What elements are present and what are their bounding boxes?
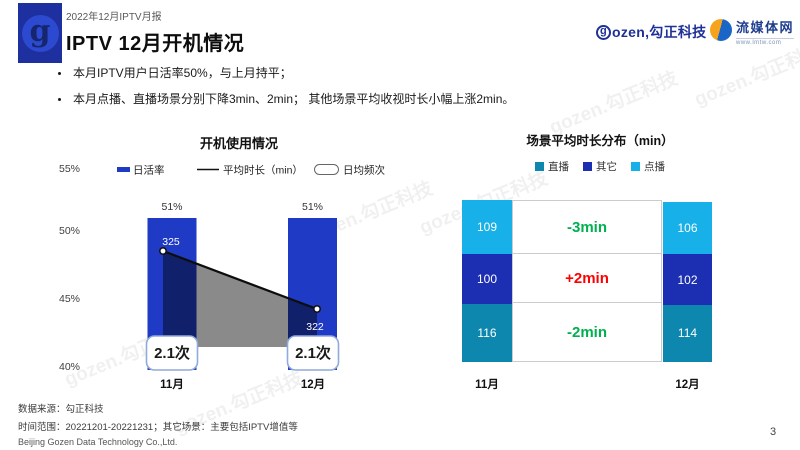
bar-value-label-dec: 51% — [302, 201, 323, 213]
line-area-fill — [163, 251, 317, 347]
stack-segment-直播: 116 — [462, 304, 512, 362]
bullet-list: 本月IPTV用户日活率50%，与上月持平； 本月点播、直播场景分别下降3min、… — [58, 66, 738, 118]
line-point-nov — [159, 247, 168, 256]
category-label-dec: 12月 — [675, 379, 700, 391]
lmtw-circle-icon — [710, 19, 732, 41]
line-value-label-dec: 322 — [306, 321, 324, 333]
bullet-item: 本月IPTV用户日活率50%，与上月持平； — [58, 66, 738, 81]
delta-band-other: +2min — [512, 253, 662, 303]
category-label-nov: 11月 — [475, 379, 499, 391]
chart-title: 开机使用情况 — [200, 136, 278, 151]
legend-label-daily-active: 日活率 — [133, 164, 165, 177]
frequency-box-dec — [286, 335, 340, 371]
gozen-logo-square: g — [18, 3, 62, 63]
y-tick-55: 55% — [59, 163, 80, 175]
footer-source: 数据来源：勾正科技 — [18, 404, 104, 415]
legend-box-swatch-icon — [314, 164, 339, 175]
legend-swatch-daily-active — [117, 167, 130, 172]
gozen-g-circle-icon: g — [596, 24, 611, 40]
y-tick-40: 40% — [59, 361, 80, 373]
report-label: 2022年12月IPTV月报 — [66, 12, 162, 23]
delta-band-vod: -3min — [512, 200, 662, 254]
lmtw-brand-url: www.lmtw.com — [736, 38, 795, 46]
stack-segment-点播: 109 — [462, 200, 512, 255]
frequency-box-nov — [145, 335, 199, 371]
delta-band-live: -2min — [512, 302, 662, 362]
legend-label-daily-frequency: 日均频次 — [343, 164, 385, 177]
stack-segment-其它: 100 — [462, 254, 512, 305]
footer-range: 时间范围：20221201-20221231；其它场景：主要包括IPTV增值等 — [18, 422, 298, 433]
legend-item-vod: 点播 — [631, 159, 665, 174]
chart-legend: 直播 其它 点播 — [420, 159, 780, 174]
bullet-dot-icon — [58, 98, 61, 101]
footer: 数据来源：勾正科技 时间范围：20221201-20221231；其它场景：主要… — [18, 401, 298, 447]
frequency-value-dec: 2.1次 — [295, 344, 331, 362]
stack-segment-其它: 102 — [663, 254, 712, 306]
legend-item-live: 直播 — [535, 159, 569, 174]
bullet-dot-icon — [58, 72, 61, 75]
page-title: IPTV 12月开机情况 — [66, 33, 245, 55]
bar-value-label-nov: 51% — [161, 201, 182, 213]
legend-swatch-vod — [631, 162, 640, 171]
stacked-bar-dec: 106 102 114 — [663, 201, 712, 362]
frequency-value-nov: 2.1次 — [154, 344, 190, 362]
chart-title: 场景平均时长分布（min） — [526, 134, 674, 148]
category-label-nov: 11月 — [160, 378, 184, 391]
legend-label-live: 直播 — [548, 161, 569, 173]
legend-label-avg-duration: 平均时长（min） — [223, 165, 303, 177]
stacked-plot-area: -3min +2min -2min 109 100 116 106 102 114 11… — [420, 196, 780, 400]
lmtw-brand-name: 流媒体网 — [736, 20, 795, 35]
gozen-brand-logo: g ozen,勾正科技 — [596, 22, 706, 42]
bullet-item: 本月点播、直播场景分别下降3min、2min； 其他场景平均收视时长小幅上涨2m… — [58, 92, 738, 107]
line-point-dec — [312, 304, 321, 313]
legend-label-other: 其它 — [596, 161, 617, 173]
bullet-text: 本月点播、直播场景分别下降3min、2min； 其他场景平均收视时长小幅上涨2m… — [73, 92, 515, 106]
gozen-brand-text: ozen,勾正科技 — [612, 24, 707, 40]
stack-segment-点播: 106 — [663, 201, 712, 255]
legend-label-vod: 点播 — [644, 161, 665, 173]
scene-duration-chart: 场景平均时长分布（min） 直播 其它 点播 -3min +2min -2min… — [420, 130, 780, 400]
stack-segment-直播: 114 — [663, 305, 712, 362]
legend-swatch-other — [583, 162, 592, 171]
page-number: 3 — [770, 426, 777, 438]
line-value-label-nov: 325 — [162, 236, 180, 248]
usage-chart: 开机使用情况 日活率 平均时长（min） 日均频次 55% 50% 45% 40… — [59, 136, 386, 391]
footer-company: Beijing Gozen Data Technology Co.,Ltd. — [18, 437, 178, 447]
bullet-text: 本月IPTV用户日活率50%，与上月持平； — [73, 66, 292, 80]
lmtw-brand-logo: 流媒体网 www.lmtw.com — [710, 17, 795, 46]
legend-item-other: 其它 — [583, 159, 617, 174]
avg-duration-line — [162, 249, 318, 311]
category-label-dec: 12月 — [301, 378, 325, 391]
y-tick-50: 50% — [59, 225, 80, 237]
stacked-bar-nov: 109 100 116 — [462, 200, 512, 362]
gozen-logo-g-icon: g — [21, 14, 59, 52]
y-tick-45: 45% — [59, 293, 80, 305]
legend-swatch-live — [535, 162, 544, 171]
header: 2022年12月IPTV月报 IPTV 12月开机情况 — [66, 8, 244, 56]
